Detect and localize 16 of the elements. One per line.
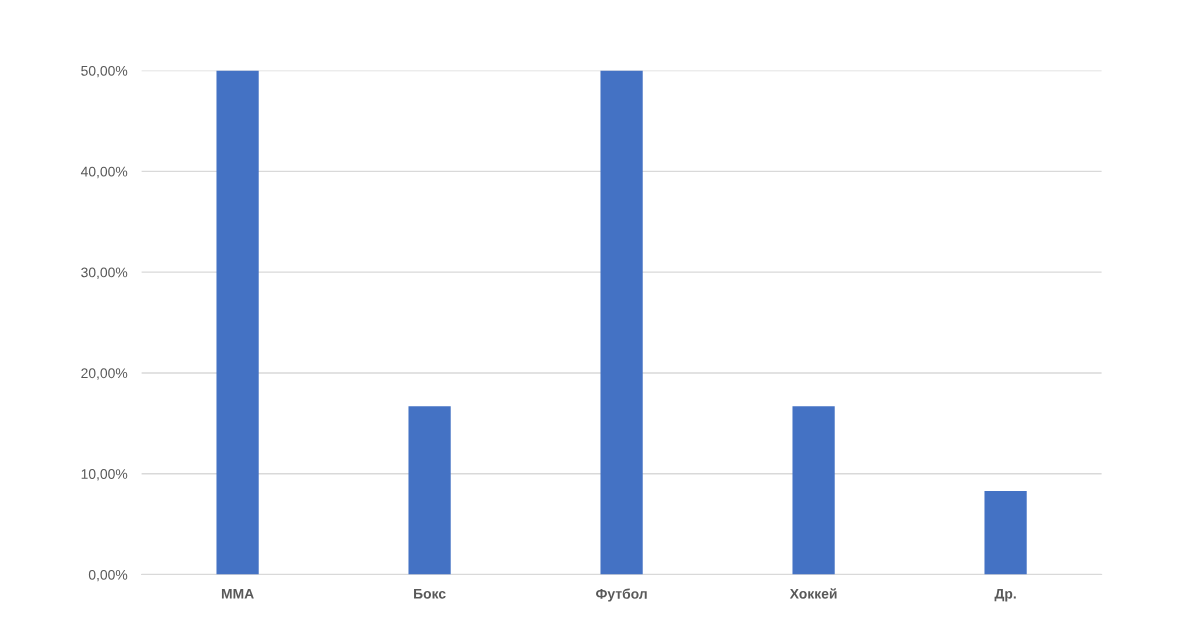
bar xyxy=(216,70,259,575)
y-tick-label: 50,00% xyxy=(81,65,128,78)
x-tick-label: Др. xyxy=(994,588,1016,602)
bar xyxy=(984,490,1027,575)
x-tick-label: Хоккей xyxy=(789,588,837,599)
y-tick-label: 20,00% xyxy=(81,368,128,380)
bar xyxy=(792,406,835,575)
x-tick-label: Футбол xyxy=(596,588,647,602)
bar xyxy=(408,406,451,575)
y-tick-label: 0,00% xyxy=(88,569,128,582)
x-tick-label: Бокс xyxy=(414,588,446,599)
y-tick-label: 30,00% xyxy=(81,267,128,279)
x-tick-label: MMA xyxy=(221,588,254,599)
y-tick-label: 10,00% xyxy=(81,469,128,481)
bar xyxy=(600,70,643,575)
y-tick-label: 40,00% xyxy=(80,166,128,179)
